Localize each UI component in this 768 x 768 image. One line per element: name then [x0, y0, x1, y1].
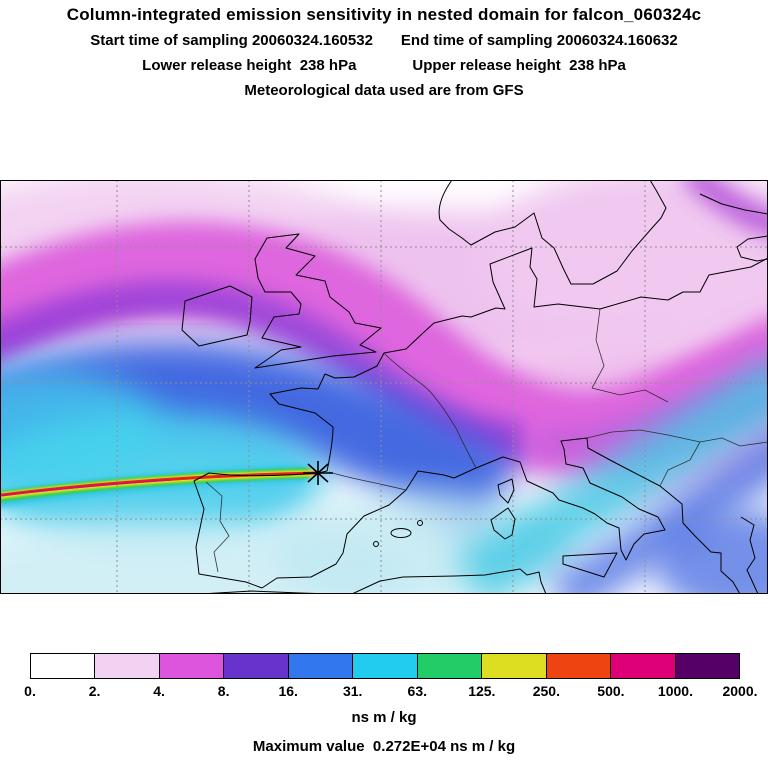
colorbar-tick-label: 2000.	[722, 683, 758, 699]
start-time-label: Start time of sampling 20060324.160532	[90, 32, 373, 49]
colorbar-tick-label: 2.	[88, 683, 101, 699]
colorbar-tick-labels: 0. 2. 4. 8. 16. 31. 63. 125. 250. 500. 1000. 2000.	[24, 683, 757, 701]
plot-header: Column-integrated emission sensitivity i…	[0, 4, 768, 101]
plot-title: Column-integrated emission sensitivity i…	[66, 5, 702, 24]
colorbar-units-label: ns m / kg	[351, 709, 417, 726]
colorbar-segment	[287, 654, 353, 678]
colorbar-segment	[352, 654, 417, 678]
colorbar-tick-label: 0.	[24, 683, 36, 699]
sampling-times-line: Start time of sampling 20060324.160532 E…	[0, 31, 768, 51]
release-heights-line: Lower release height 238 hPa Upper relea…	[0, 56, 768, 76]
colorbar-tick-label: 4.	[153, 683, 165, 699]
coastlines	[181, 180, 768, 594]
lower-release-label: Lower release height 238 hPa	[142, 57, 357, 74]
colorbar-segment	[416, 654, 482, 678]
colorbar-tick-label: 8.	[217, 683, 230, 699]
colorbar-segment	[610, 654, 675, 678]
release-marker-asterisk	[303, 461, 333, 485]
map-panel	[0, 180, 768, 594]
graticule	[0, 180, 768, 594]
colorbar-tick-label: 63.	[407, 683, 427, 699]
colorbar-segment	[31, 654, 95, 678]
colorbar-tick-label: 500.	[597, 683, 625, 699]
colorbar-segment	[545, 654, 611, 678]
colorbar-tick-label: 125.	[468, 683, 496, 699]
colorbar-segment	[158, 654, 224, 678]
met-source-label: Meteorological data used are from GFS	[244, 82, 524, 99]
country-borders	[205, 308, 768, 573]
colorbar-tick-label: 1000.	[657, 683, 693, 699]
colorbar-segment	[223, 654, 288, 678]
plume-layer	[0, 180, 768, 594]
met-source-line: Meteorological data used are from GFS	[0, 81, 768, 101]
colorbar-tick-label: 250.	[532, 683, 560, 699]
upper-release-label: Upper release height 238 hPa	[412, 57, 626, 74]
colorbar-segment	[94, 654, 159, 678]
colorbar-segment	[481, 654, 546, 678]
colorbar-segment	[674, 654, 739, 678]
end-time-label: End time of sampling 20060324.160632	[400, 32, 678, 49]
colorbar-tick-label: 16.	[278, 683, 298, 699]
colorbar	[30, 653, 740, 679]
max-value-label: Maximum value 0.272E+04 ns m / kg	[252, 738, 516, 755]
colorbar-tick-label: 31.	[342, 683, 363, 699]
